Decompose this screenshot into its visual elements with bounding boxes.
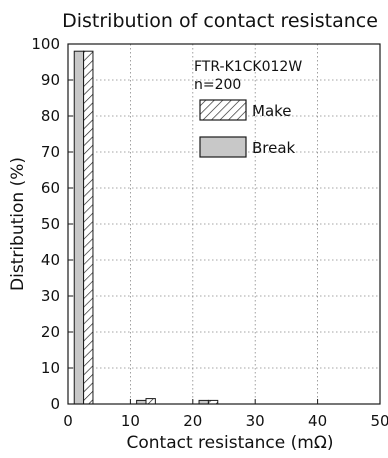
grid-layer [68,44,380,404]
annotation-count: n=200 [194,77,241,93]
x-axis-label: Contact resistance (mΩ) [127,433,334,453]
x-tick-label-0: 0 [63,412,73,430]
x-tick-label-4: 40 [308,412,327,430]
y-tick-label-5: 50 [41,215,60,233]
x-tick-label-2: 20 [183,412,202,430]
x-tick-label-3: 30 [246,412,265,430]
chart-title: Distribution of contact resistance [62,10,378,32]
y-tick-label-4: 40 [41,251,60,269]
y-axis-label: Distribution (%) [8,157,28,291]
x-tick-label-1: 10 [121,412,140,430]
legend-break-swatch [199,136,247,158]
y-tick-label-1: 10 [41,359,60,377]
ticks-layer: 0 10 20 30 40 50 60 70 80 90 100 0 10 20 30 40 50 [31,35,388,430]
bars-layer [73,50,219,405]
legend-make-label: Make [252,102,292,120]
bar-break-0 [73,50,85,405]
y-tick-label-8: 80 [41,107,60,125]
y-tick-label-10: 100 [31,35,60,53]
bar-make-1 [145,398,156,405]
y-tick-label-2: 20 [41,323,60,341]
legend: Make Break [199,99,296,158]
y-tick-label-7: 70 [41,143,60,161]
y-tick-label-0: 0 [50,395,60,413]
y-tick-label-9: 90 [41,71,60,89]
annotation-model: FTR-K1CK012W [194,59,302,75]
y-tick-label-6: 60 [41,179,60,197]
bar-make-0 [83,50,94,405]
x-tick-label-5: 50 [370,412,388,430]
legend-make-swatch [199,99,247,121]
y-tick-label-3: 30 [41,287,60,305]
legend-break-label: Break [252,139,296,157]
